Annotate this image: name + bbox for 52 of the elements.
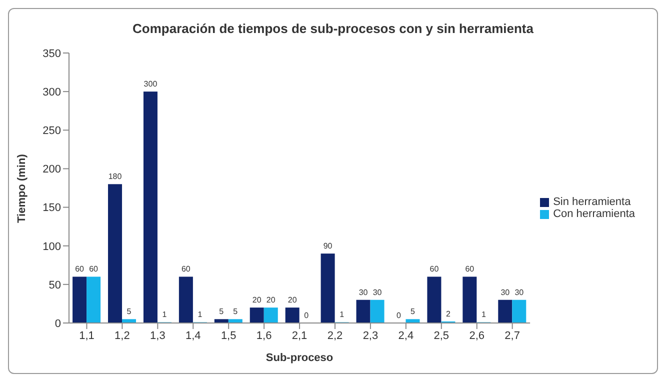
data-label: 30 bbox=[358, 288, 368, 297]
data-label: 1 bbox=[340, 310, 345, 320]
data-label: 180 bbox=[108, 172, 122, 182]
data-label: 1 bbox=[162, 310, 168, 320]
data-label: 5 bbox=[126, 307, 132, 316]
data-label: 60 bbox=[465, 264, 475, 274]
data-label: 2 bbox=[446, 309, 451, 318]
x-tick-label: 1,2 bbox=[114, 330, 130, 342]
data-label: 60 bbox=[75, 264, 85, 274]
x-tick-label: 2,7 bbox=[504, 330, 520, 342]
x-tick-label: 2,1 bbox=[292, 330, 308, 342]
x-tick-label: 1,1 bbox=[79, 330, 94, 342]
x-tick-label: 2,6 bbox=[469, 330, 485, 342]
y-tick-label: 0 bbox=[54, 318, 61, 330]
data-label: 30 bbox=[372, 288, 382, 297]
y-tick-label: 200 bbox=[42, 164, 61, 176]
y-tick-label: 150 bbox=[42, 202, 61, 214]
data-label: 300 bbox=[144, 80, 158, 89]
x-tick-label: 2,2 bbox=[327, 330, 343, 342]
x-tick-label: 1,6 bbox=[256, 330, 272, 342]
data-label: 20 bbox=[266, 296, 276, 305]
y-tick-label: 300 bbox=[42, 86, 61, 98]
x-tick-label: 1,4 bbox=[185, 330, 201, 342]
data-label: 30 bbox=[500, 288, 510, 297]
data-label: 20 bbox=[288, 296, 298, 305]
x-tick-label: 1,3 bbox=[150, 330, 166, 342]
x-tick-label: 2,4 bbox=[398, 330, 414, 342]
y-tick-label: 250 bbox=[42, 125, 61, 138]
data-label: 60 bbox=[430, 264, 440, 274]
y-tick-label: 100 bbox=[42, 240, 61, 253]
legend-label: Con herramienta bbox=[553, 208, 635, 220]
data-label: 20 bbox=[252, 296, 262, 305]
data-label: 0 bbox=[396, 311, 402, 320]
y-tick-label: 350 bbox=[42, 48, 61, 60]
x-axis-title: Sub-proceso bbox=[266, 352, 334, 364]
data-label: 30 bbox=[514, 288, 524, 297]
x-tick-label: 2,5 bbox=[434, 330, 450, 342]
x-tick-label: 2,3 bbox=[362, 330, 378, 342]
data-label: 5 bbox=[219, 307, 224, 316]
legend-label: Sin herramienta bbox=[553, 196, 631, 208]
data-label: 1 bbox=[481, 310, 486, 320]
data-label: 5 bbox=[410, 307, 416, 316]
data-label: 1 bbox=[198, 310, 203, 320]
data-label: 60 bbox=[89, 264, 99, 274]
data-label: 60 bbox=[181, 264, 191, 274]
chart-title: Comparación de tiempos de sub-procesos con y sin herramienta bbox=[132, 20, 534, 38]
y-tick-label: 50 bbox=[48, 279, 61, 292]
data-label: 90 bbox=[323, 242, 333, 251]
data-label: 0 bbox=[304, 311, 310, 320]
x-tick-label: 1,5 bbox=[220, 330, 236, 342]
data-label: 5 bbox=[233, 307, 238, 316]
y-axis-title: Tiempo (min) bbox=[16, 154, 28, 223]
